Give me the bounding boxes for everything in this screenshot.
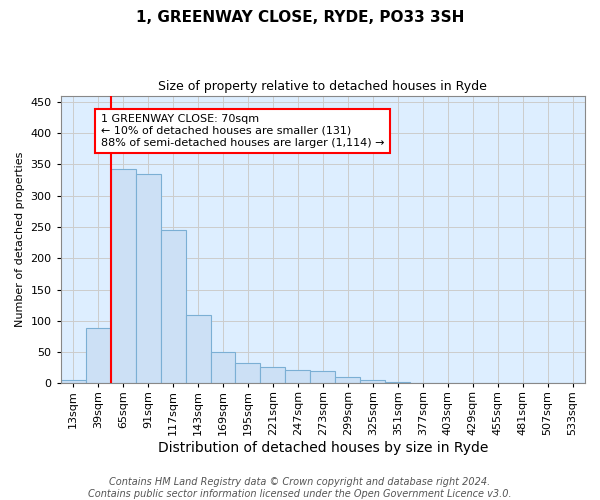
- Bar: [61, 380, 86, 384]
- Bar: [161, 230, 185, 384]
- Bar: [560, 382, 585, 384]
- Bar: [110, 169, 136, 384]
- Bar: [235, 362, 260, 384]
- Text: Contains HM Land Registry data © Crown copyright and database right 2024.
Contai: Contains HM Land Registry data © Crown c…: [88, 478, 512, 499]
- Bar: [410, 382, 435, 384]
- Bar: [310, 371, 335, 384]
- Bar: [136, 174, 161, 384]
- Bar: [86, 328, 110, 384]
- Bar: [185, 315, 211, 384]
- Bar: [361, 380, 385, 384]
- Bar: [286, 370, 310, 384]
- X-axis label: Distribution of detached houses by size in Ryde: Distribution of detached houses by size …: [158, 441, 488, 455]
- Y-axis label: Number of detached properties: Number of detached properties: [15, 152, 25, 327]
- Bar: [260, 367, 286, 384]
- Bar: [211, 352, 235, 384]
- Bar: [485, 382, 510, 384]
- Bar: [385, 382, 410, 384]
- Bar: [335, 377, 361, 384]
- Bar: [435, 382, 460, 384]
- Title: Size of property relative to detached houses in Ryde: Size of property relative to detached ho…: [158, 80, 487, 93]
- Text: 1 GREENWAY CLOSE: 70sqm
← 10% of detached houses are smaller (131)
88% of semi-d: 1 GREENWAY CLOSE: 70sqm ← 10% of detache…: [101, 114, 384, 148]
- Text: 1, GREENWAY CLOSE, RYDE, PO33 3SH: 1, GREENWAY CLOSE, RYDE, PO33 3SH: [136, 10, 464, 25]
